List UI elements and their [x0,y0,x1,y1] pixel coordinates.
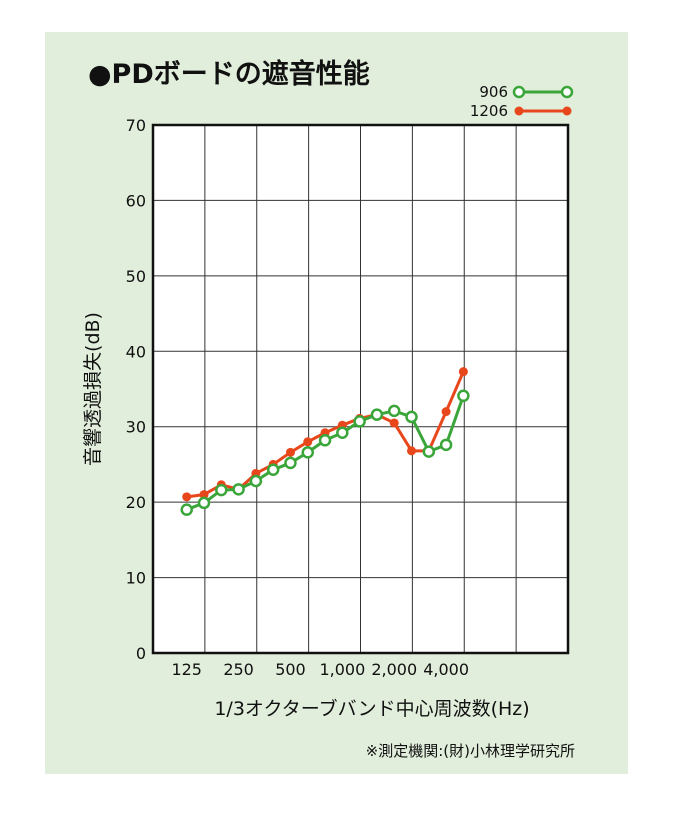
y-tick-label: 40 [126,342,146,361]
legend-marker-1206 [562,106,572,116]
data-point-1206 [182,492,192,502]
legend-marker-1206 [514,106,524,116]
y-tick-label: 10 [126,569,146,588]
data-point-906 [336,426,349,439]
legend-marker-906 [512,85,526,99]
source-note: ※測定機関:(財)小林理学研究所 [365,742,575,760]
data-point-906 [387,404,401,418]
data-point-1206 [389,418,399,428]
y-tick-label: 20 [126,493,146,512]
chart-title: ●PDボードの遮音性能 [88,59,370,90]
data-point-906 [439,438,453,452]
data-point-1206 [441,407,451,417]
x-tick-label: 125 [171,660,202,679]
data-point-906 [180,503,193,516]
data-point-906 [370,408,384,421]
data-point-1206 [199,490,209,500]
x-tick-label: 250 [223,660,254,679]
legend-label-906: 906 [479,83,508,101]
y-tick-label: 60 [126,191,146,210]
data-point-906 [405,410,418,424]
x-axis-label: 1/3オクターブバンド中心周波数(Hz) [214,697,529,720]
data-point-906 [301,446,315,459]
y-tick-label: 30 [126,418,146,437]
data-point-906 [197,496,211,510]
legend-marker-906 [560,85,574,99]
y-tick-label: 70 [126,116,146,135]
y-tick-label: 50 [126,267,146,286]
x-tick-label: 500 [275,660,306,679]
x-tick-label: 2,000 [371,660,417,679]
data-point-906 [232,483,245,496]
y-axis-label: 音響透過損失(dB) [82,312,104,466]
x-tick-label: 4,000 [423,660,469,679]
data-point-1206 [285,447,295,457]
y-tick-label: 0 [136,644,146,663]
data-point-906 [353,415,366,428]
data-point-1206 [407,446,417,456]
plot-frame [151,123,570,655]
legend-label-1206: 1206 [470,102,508,120]
data-point-906 [215,483,228,497]
data-point-906 [318,434,332,447]
x-tick-label: 1,000 [319,660,365,679]
data-point-906 [457,389,470,403]
data-point-906 [422,445,436,458]
data-point-906 [284,456,297,470]
data-point-906 [249,474,263,488]
data-point-1206 [303,437,313,447]
data-point-906 [266,463,280,476]
data-point-1206 [458,367,468,377]
